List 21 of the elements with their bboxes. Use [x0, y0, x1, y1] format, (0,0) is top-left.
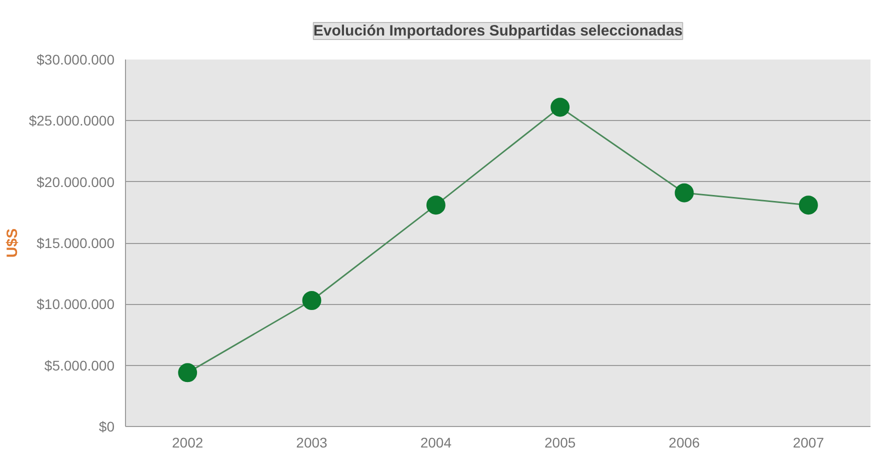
point [798, 196, 818, 215]
point [426, 196, 446, 215]
x-tick-label: 2005 [544, 434, 576, 450]
y-tick-label: $20.000.000 [36, 174, 115, 190]
point [550, 98, 570, 117]
chart-title: Evolución Importadores Subpartidas seleccionadas [313, 22, 683, 40]
x-tick-label: 2002 [172, 434, 204, 450]
point [302, 291, 322, 310]
x-tick-label: 2004 [420, 434, 452, 450]
point [674, 183, 694, 202]
x-tick-label: 2006 [668, 434, 700, 450]
y-tick-label: $0 [98, 418, 115, 434]
y-tick-label: $15.000.000 [36, 235, 115, 251]
y-tick-label: $25.000.0000 [28, 112, 115, 129]
x-tick-label: 2007 [792, 434, 824, 450]
x-tick-label: 2003 [296, 434, 328, 450]
y-axis-title: U$S [4, 228, 21, 258]
y-tick-label: $30.000.000 [36, 52, 115, 68]
y-tick-label: $10.000.000 [36, 296, 115, 312]
point [178, 363, 198, 382]
y-tick-label: $5.000.000 [44, 357, 115, 374]
